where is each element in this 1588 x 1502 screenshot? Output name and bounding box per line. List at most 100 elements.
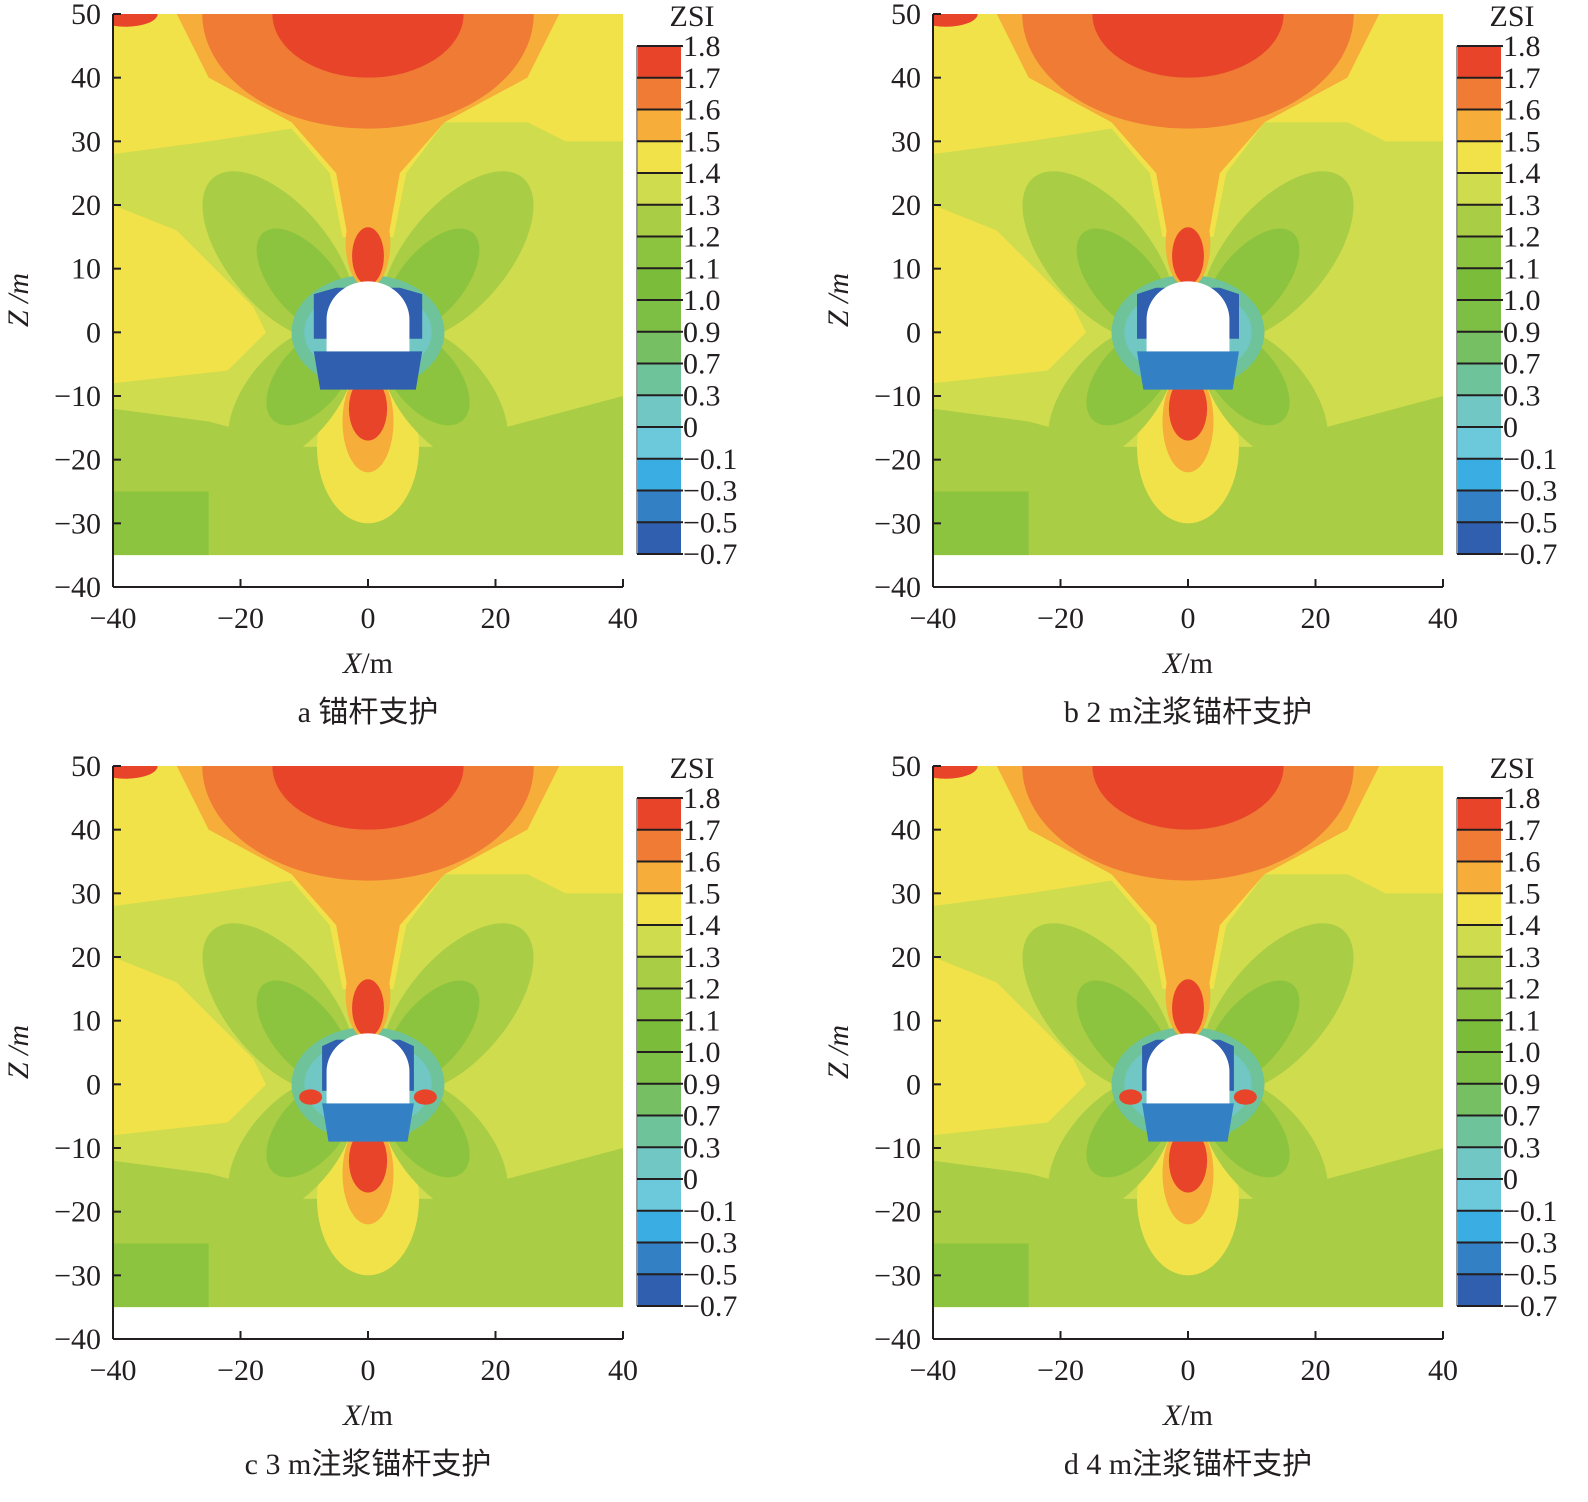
blue-zone-bottom [1142,1103,1234,1142]
contour-band-1.4-1.5-left [113,205,266,384]
x-tick-label: 20 [481,602,511,635]
panel-caption: b 2 m注浆锚杆支护 [1064,696,1312,729]
colorbar-label: 1.8 [1503,782,1541,815]
contour-field [933,766,1443,1308]
colorbar-label: 1.7 [683,814,721,847]
colorbar-swatch [1457,363,1501,396]
colorbar-swatch [1457,395,1501,428]
x-axis-unit: /m [361,647,393,680]
colorbar-label: 0.9 [683,316,721,349]
colorbar-label: 1.0 [1503,284,1541,317]
colorbar-label: 1.0 [1503,1036,1541,1069]
colorbar-swatch [637,236,681,269]
contour-band-1.3-1.4-right [1379,141,1443,365]
colorbar-title: ZSI [670,752,715,785]
y-tick-label: −20 [874,1196,921,1229]
red-spot-right [413,1089,437,1105]
colorbar-swatch [1457,427,1501,460]
colorbar-label: 1.7 [1503,62,1541,95]
contour-band-1.7-1.8 [272,766,464,830]
contour-band-1.7-1.8 [1092,766,1284,830]
x-tick-label: 40 [1428,602,1458,635]
y-tick-label: −40 [874,571,921,604]
colorbar-swatch [1457,109,1501,142]
y-tick-label: 20 [71,189,101,222]
y-axis-label: Z /m [822,273,855,327]
colorbar-label: 1.0 [683,1036,721,1069]
colorbar-label: 1.6 [683,846,721,879]
colorbar-swatch [1457,925,1501,958]
colorbar-label: 1.0 [683,284,721,317]
x-tick-label: −40 [910,1354,957,1387]
x-tick-label: −40 [910,602,957,635]
colorbar-swatch [1457,798,1501,831]
colorbar-label: 1.4 [683,157,721,190]
colorbar-swatch [1457,268,1501,301]
colorbar-label: 0 [683,411,698,444]
red-spot-left [1119,1089,1143,1105]
colorbar-swatch [637,1052,681,1085]
colorbar-label: −0.1 [683,1195,737,1228]
colorbar-swatch [1457,1052,1501,1085]
colorbar-swatch [1457,1115,1501,1148]
x-tick-label: 0 [361,1354,376,1387]
colorbar-label: 1.5 [1503,877,1541,910]
colorbar-label: 1.3 [1503,189,1541,222]
colorbar-label: 1.2 [683,973,721,1006]
colorbar-label: 1.3 [683,941,721,974]
colorbar-label: −0.7 [683,1290,737,1323]
colorbar-swatch [1457,1274,1501,1307]
y-tick-label: 40 [71,814,101,847]
colorbar-label: 0.3 [683,1131,721,1164]
colorbar-label: 0.7 [1503,348,1541,381]
tunnel-opening [1146,1033,1230,1104]
y-tick-label: 20 [891,941,921,974]
colorbar-label: −0.3 [1503,1227,1557,1260]
colorbar-label: 1.4 [683,909,721,942]
x-axis-label: X/m [342,647,393,680]
colorbar-swatch [1457,77,1501,110]
colorbar-label: 1.2 [1503,221,1541,254]
colorbar-label: 0.3 [1503,379,1541,412]
red-lobe-bottom [348,376,388,441]
red-lobe-bottom [348,1128,388,1193]
contour-band-1.1-1.2 [933,1243,1029,1308]
y-tick-label: −40 [54,1323,101,1356]
colorbar-label: 0.7 [683,348,721,381]
colorbar-swatch [637,173,681,206]
y-tick-label: −30 [874,1259,921,1292]
colorbar-label: −0.3 [683,475,737,508]
x-axis-unit: /m [1181,647,1213,680]
y-tick-label: −40 [54,571,101,604]
colorbar-swatch [1457,141,1501,174]
contour-field [113,14,623,556]
contour-field [113,766,623,1308]
colorbar-swatch [637,925,681,958]
colorbar-label: −0.5 [683,506,737,539]
colorbar-swatch [1457,236,1501,269]
x-axis-unit: /m [361,1399,393,1432]
colorbar-label: 0.7 [683,1100,721,1133]
colorbar-label: −0.3 [683,1227,737,1260]
y-tick-label: 30 [891,877,921,910]
colorbar-swatch [637,956,681,989]
y-tick-label: 20 [71,941,101,974]
contour-chart: −40 −20 0 20 40 50 40 30 20 10 0 −10 −20 −30 −40 X/m Z /… [2,752,737,1481]
y-tick-label: −40 [874,1323,921,1356]
colorbar-swatch [1457,861,1501,894]
y-tick-label: −10 [874,1132,921,1165]
colorbar-swatch [637,1179,681,1212]
colorbar-swatch [637,46,681,79]
colorbar-swatch [637,1242,681,1275]
y-tick-label: 0 [86,1068,101,1101]
colorbar-swatch [637,798,681,831]
tunnel-opening [326,281,410,352]
colorbar-swatch [637,861,681,894]
y-axis-label: Z /m [2,273,35,327]
colorbar-swatch [1457,522,1501,555]
contour-chart: −40 −20 0 20 40 50 40 30 20 10 0 −10 −20 −30 −40 X/m Z /… [2,0,737,729]
y-tick-label: 40 [71,62,101,95]
colorbar-label: 1.8 [1503,30,1541,63]
colorbar-label: −0.1 [683,443,737,476]
colorbar-label: 1.8 [683,30,721,63]
